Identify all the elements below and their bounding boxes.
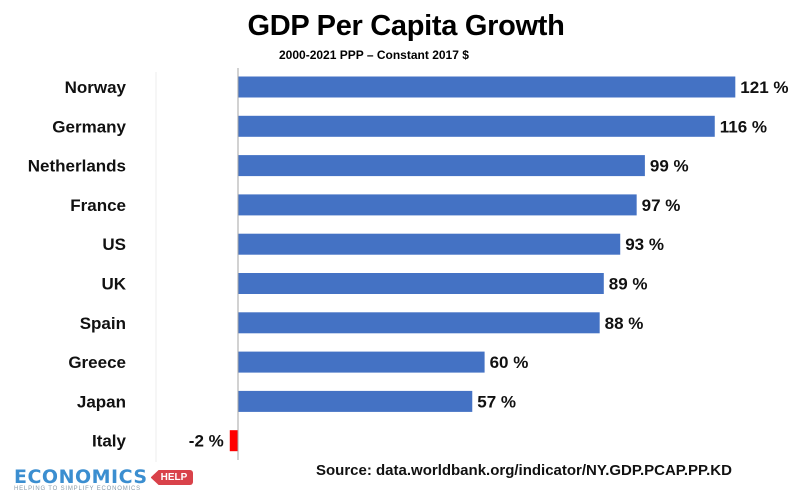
data-label: 88 %: [605, 314, 644, 333]
category-label: US: [102, 235, 126, 254]
bar-us: [238, 233, 621, 255]
logo-brand: ECONOMICS: [14, 466, 148, 488]
data-label: 60 %: [490, 353, 529, 372]
bar-germany: [238, 115, 715, 137]
category-label: Netherlands: [28, 157, 126, 176]
source-note: Source: data.worldbank.org/indicator/NY.…: [316, 462, 732, 479]
category-label: France: [70, 196, 126, 215]
data-label: 57 %: [477, 392, 516, 411]
chart-title: GDP Per Capita Growth: [247, 10, 565, 42]
category-label: Spain: [80, 314, 126, 333]
category-label: UK: [101, 275, 126, 294]
data-label: 93 %: [625, 235, 664, 254]
economics-help-logo: ECONOMICS HELP HELPING TO SIMPLIFY ECONOM…: [14, 466, 194, 492]
data-label: 116 %: [720, 117, 767, 136]
data-label: -2 %: [189, 432, 224, 451]
chart-subtitle: 2000-2021 PPP – Constant 2017 $: [279, 48, 469, 62]
bar-norway: [238, 76, 736, 98]
data-label: 97 %: [642, 196, 681, 215]
bar-france: [238, 194, 637, 216]
category-label: Norway: [65, 78, 127, 97]
category-label: Germany: [52, 117, 126, 136]
bar-italy: [229, 430, 238, 452]
data-label: 99 %: [650, 157, 689, 176]
bar-greece: [238, 351, 485, 373]
logo-tagline: HELPING TO SIMPLIFY ECONOMICS: [14, 486, 141, 492]
bar-spain: [238, 312, 600, 334]
data-label: 89 %: [609, 275, 648, 294]
logo-tag: HELP: [150, 470, 194, 485]
data-label: 121 %: [740, 78, 788, 97]
category-label: Japan: [77, 392, 126, 411]
category-label: Italy: [92, 432, 127, 451]
bar-uk: [238, 273, 604, 294]
bar-netherlands: [238, 155, 645, 177]
bar-japan: [238, 390, 473, 412]
category-label: Greece: [68, 353, 126, 372]
